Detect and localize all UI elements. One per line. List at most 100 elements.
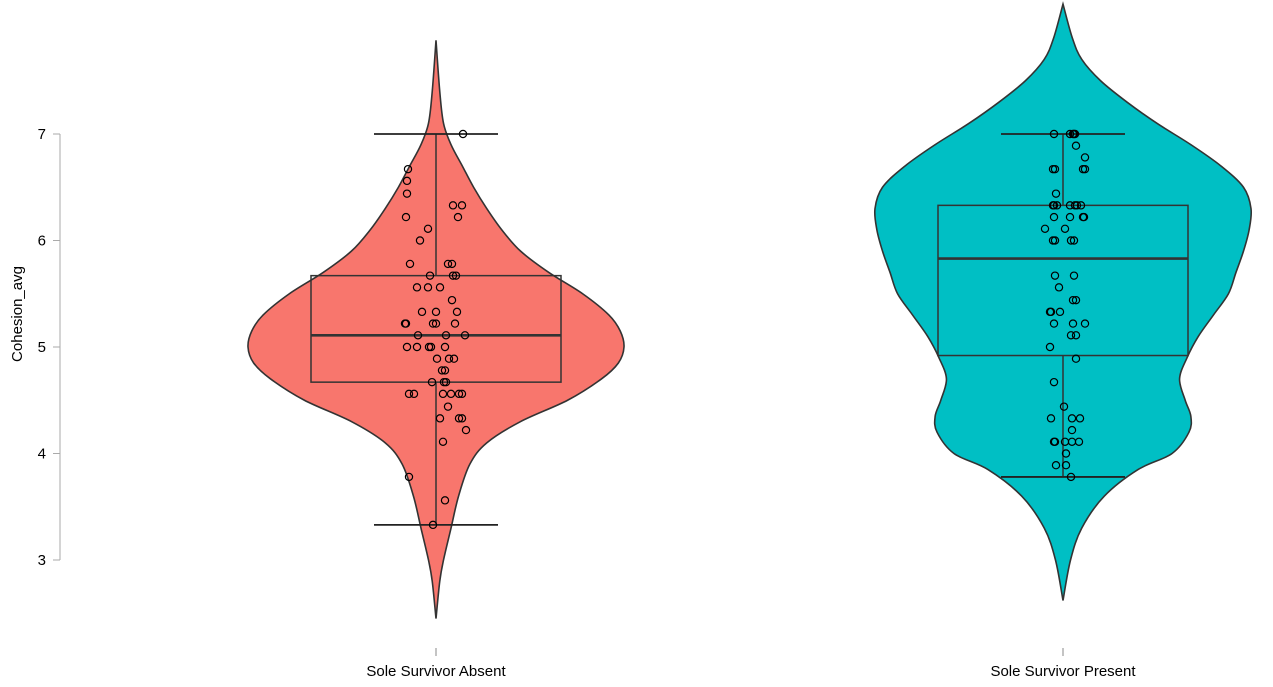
data-point — [1079, 212, 1089, 222]
data-point — [1045, 342, 1055, 352]
data-point — [1065, 129, 1075, 139]
data-point — [426, 342, 436, 352]
data-point — [451, 271, 461, 280]
data-point — [1050, 164, 1060, 174]
data-point — [428, 520, 438, 530]
data-point — [1068, 295, 1078, 305]
data-point — [1076, 201, 1086, 210]
data-point — [1051, 189, 1061, 198]
data-point — [1075, 414, 1085, 423]
data-point — [441, 377, 451, 387]
data-point — [417, 307, 427, 317]
data-point — [440, 366, 450, 375]
data-point — [402, 176, 412, 186]
data-point — [1080, 319, 1090, 328]
y-tick-label: 6 — [38, 233, 46, 250]
data-points — [400, 129, 471, 530]
data-point — [1046, 414, 1056, 423]
data-point — [403, 164, 413, 174]
data-point — [401, 319, 411, 328]
violin-body — [873, 1, 1253, 601]
data-point — [1071, 331, 1081, 340]
data-point — [405, 259, 415, 269]
data-point — [404, 389, 414, 399]
violin-group — [873, 1, 1253, 601]
data-point — [454, 414, 464, 423]
data-point — [1066, 472, 1076, 482]
data-point — [1069, 271, 1079, 280]
data-point — [446, 389, 456, 399]
x-tick-label: Sole Survivor Present — [990, 663, 1136, 680]
data-point — [440, 342, 450, 352]
data-point — [1040, 224, 1050, 233]
data-point — [441, 331, 451, 340]
data-point — [1060, 224, 1070, 233]
data-point — [427, 377, 437, 387]
data-point — [448, 201, 458, 210]
y-tick-label: 4 — [38, 446, 46, 463]
data-point — [1067, 414, 1077, 423]
y-tick-label: 5 — [38, 339, 46, 356]
data-point — [437, 366, 447, 375]
data-point — [1050, 437, 1060, 446]
data-point — [1069, 236, 1079, 245]
x-tick-label: Sole Survivor Absent — [366, 663, 506, 680]
data-point — [432, 354, 442, 363]
data-point — [457, 414, 467, 423]
data-point — [1080, 164, 1090, 174]
box-plot — [937, 133, 1189, 478]
data-point — [404, 472, 414, 482]
violin-groups — [247, 1, 1253, 619]
data-point — [443, 402, 453, 411]
data-point — [1051, 461, 1061, 470]
data-point — [1049, 212, 1059, 222]
data-point — [453, 212, 463, 222]
data-points — [1040, 129, 1090, 482]
data-point — [402, 189, 412, 198]
data-point — [440, 496, 450, 505]
data-point — [454, 389, 464, 399]
data-point — [1071, 295, 1081, 305]
violin-group — [247, 40, 625, 619]
data-point — [1067, 425, 1077, 435]
violin-body — [247, 40, 625, 619]
y-axis: 3 4 5 6 7 — [38, 126, 61, 569]
data-point — [1049, 129, 1059, 139]
data-point — [443, 259, 453, 269]
data-point — [1072, 201, 1082, 210]
data-point — [1070, 129, 1080, 139]
data-point — [447, 295, 457, 305]
y-tick-label: 3 — [38, 552, 46, 569]
data-point — [444, 354, 454, 363]
y-tick-label: 7 — [38, 126, 46, 143]
data-point — [460, 331, 470, 340]
data-point — [415, 236, 425, 245]
data-point — [412, 283, 422, 292]
data-point — [1074, 437, 1084, 446]
data-point — [1050, 236, 1060, 245]
data-point — [1061, 449, 1071, 458]
data-point — [435, 414, 445, 423]
data-point — [423, 224, 433, 233]
y-axis-title: Cohesion_avg — [9, 266, 26, 362]
data-point — [428, 319, 438, 328]
data-point — [431, 319, 441, 328]
data-point — [409, 389, 419, 399]
data-point — [1055, 307, 1065, 317]
data-point — [1046, 307, 1056, 317]
data-point — [1050, 271, 1060, 280]
data-point — [413, 331, 423, 340]
data-point — [1049, 319, 1059, 328]
data-point — [1080, 153, 1090, 162]
data-point — [1068, 319, 1078, 328]
data-point — [1065, 212, 1075, 222]
data-point — [431, 307, 441, 317]
data-point — [412, 342, 422, 352]
box-iqr — [937, 204, 1189, 357]
data-point — [1049, 201, 1059, 210]
data-point — [425, 271, 435, 280]
data-point — [435, 283, 445, 292]
data-point — [401, 212, 411, 222]
data-point — [458, 129, 468, 139]
